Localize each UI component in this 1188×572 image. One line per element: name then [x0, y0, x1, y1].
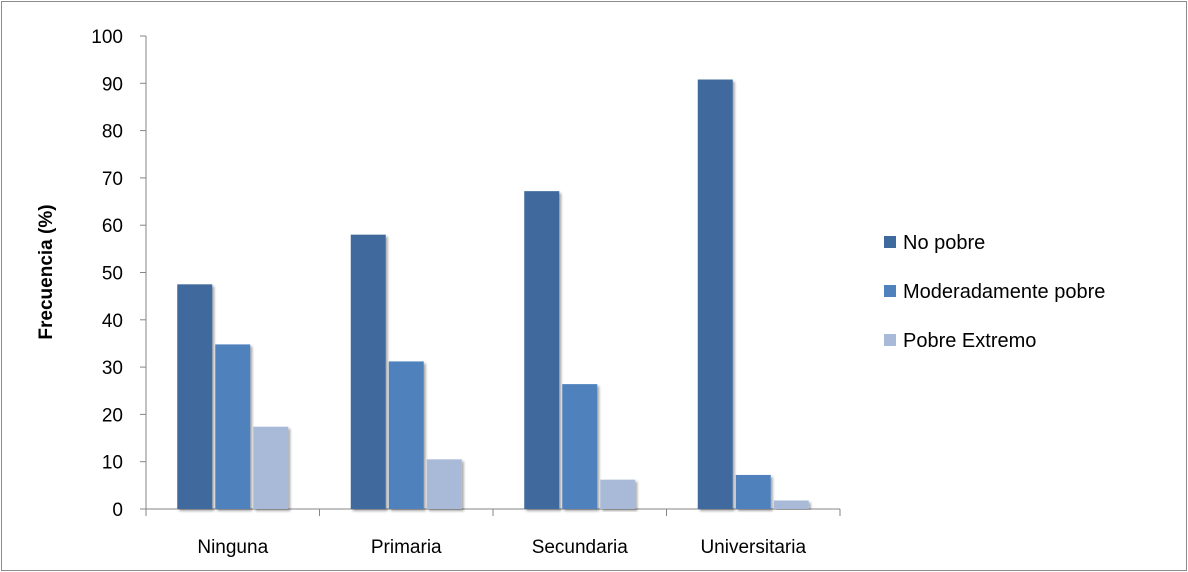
legend-swatch: [884, 285, 896, 297]
y-tick-label: 80: [102, 122, 123, 143]
legend-label: Moderadamente pobre: [903, 281, 1105, 303]
y-tick-label: 0: [112, 500, 123, 521]
x-tick-label: Universitaria: [700, 537, 806, 558]
bar-moderadamente-pobre-ninguna: [215, 344, 251, 509]
bar-pobre-extremo-ninguna: [253, 426, 289, 509]
bar-no-pobre-ninguna: [177, 284, 213, 509]
legend-label: Pobre Extremo: [903, 330, 1036, 352]
y-tick-label: 100: [91, 27, 123, 48]
bar-pobre-extremo-secundaria: [600, 479, 636, 509]
bar-moderadamente-pobre-secundaria: [562, 384, 598, 509]
x-tick-label: Ninguna: [197, 537, 268, 558]
y-tick-label: 10: [102, 453, 123, 474]
bar-no-pobre-universitaria: [697, 79, 733, 510]
y-axis-label: Frecuencia (%): [36, 204, 57, 339]
y-tick-label: 90: [102, 74, 123, 95]
bar-moderadamente-pobre-universitaria: [735, 474, 771, 509]
bars-group: [177, 79, 809, 510]
y-tick-label: 20: [102, 405, 123, 426]
bar-moderadamente-pobre-primaria: [388, 361, 424, 509]
y-tick-label: 40: [102, 311, 123, 332]
legend-swatch: [884, 236, 896, 248]
y-tick-label: 60: [102, 216, 123, 237]
bar-no-pobre-secundaria: [524, 191, 560, 510]
legend: No pobre Moderadamente pobre Pobre Extremo: [884, 232, 1105, 352]
y-tick-label: 70: [102, 169, 123, 190]
legend-swatch: [884, 334, 896, 346]
bar-pobre-extremo-primaria: [426, 459, 462, 509]
labels-group: 0 10 20 30 40 50 60 70 80 90 100 Ninguna Primaria Sec…: [91, 27, 806, 558]
bar-pobre-extremo-universitaria: [773, 500, 809, 509]
x-tick-label: Secundaria: [532, 537, 629, 558]
y-tick-label: 50: [102, 264, 123, 285]
legend-label: No pobre: [903, 232, 985, 254]
bar-no-pobre-primaria: [350, 234, 386, 509]
y-tick-label: 30: [102, 358, 123, 379]
x-tick-label: Primaria: [371, 537, 442, 558]
